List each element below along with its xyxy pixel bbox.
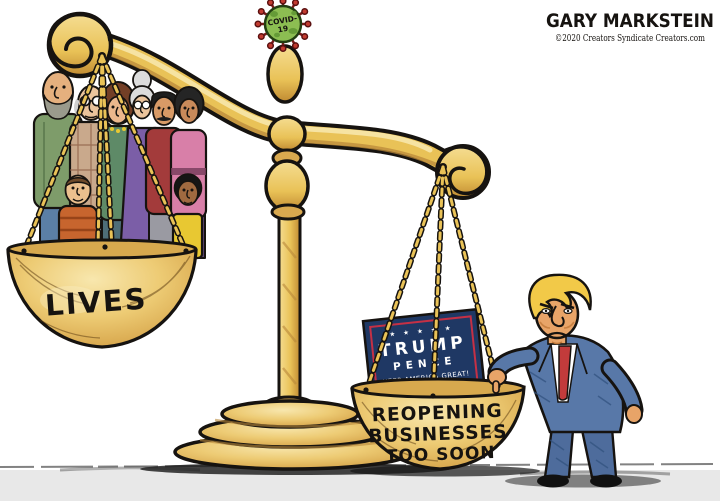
right-pan-label-line3: TOO SOON xyxy=(385,443,495,467)
beam-right-curl xyxy=(435,144,491,200)
copyright-line: ©2020 Creators Syndicate Creators.com xyxy=(555,34,705,44)
person-elderly-woman-purple xyxy=(118,69,166,259)
column-shaft xyxy=(277,208,302,412)
beam-left-curl xyxy=(46,11,114,79)
trump-right-shoe xyxy=(590,474,622,488)
column-bulb xyxy=(264,159,310,213)
trump-hair xyxy=(528,273,592,320)
left-chains xyxy=(21,53,189,255)
pivot-ball xyxy=(267,115,307,153)
right-pan: REOPENING BUSINESSES TOO SOON xyxy=(350,377,526,471)
left-pan-label: LIVES xyxy=(44,281,149,322)
right-pan-label-line2: BUSINESSES xyxy=(368,422,508,448)
column-finial xyxy=(266,44,304,104)
right-pan-label-line1: REOPENING xyxy=(372,401,503,427)
artist-signature: GARY MARKSTEIN xyxy=(546,10,714,32)
virus-label-line2: 19 xyxy=(277,24,289,35)
trump-hanging-hand xyxy=(625,404,643,424)
trump-figure xyxy=(487,273,644,488)
left-pan: LIVES xyxy=(6,238,198,349)
trump-right-leg xyxy=(580,426,618,479)
right-chains xyxy=(363,164,501,401)
trump-left-shoe xyxy=(537,474,569,488)
covid-virus-icon: COVID- 19 xyxy=(254,0,312,53)
trump-left-leg xyxy=(543,426,575,479)
trump-tie xyxy=(558,345,572,401)
